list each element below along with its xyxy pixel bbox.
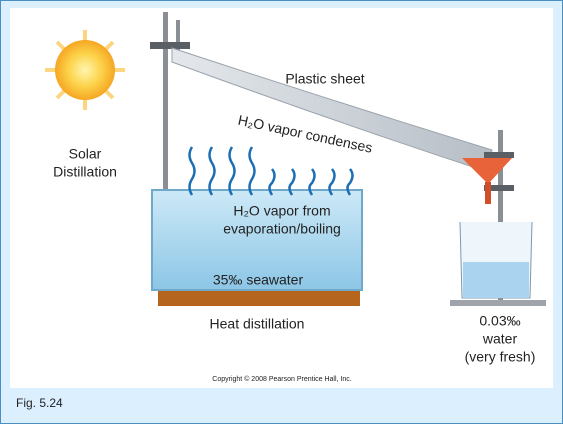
label: Heat distillation <box>210 316 305 332</box>
label: water <box>482 331 518 347</box>
funnel-stem <box>485 182 491 204</box>
label: evaporation/boiling <box>223 221 341 237</box>
label: 0.03‰ <box>479 313 520 329</box>
copyright: Copyright © 2008 Pearson Prentice Hall, … <box>212 375 351 383</box>
caption: Fig. 5.24 <box>16 396 63 410</box>
label: Distillation <box>53 164 117 180</box>
label: Solar <box>69 146 102 162</box>
stand-base <box>450 300 546 306</box>
figure-panel: Solar Distillation Plastic sheet H₂O vap… <box>0 0 563 424</box>
sun <box>45 30 125 110</box>
label: (very fresh) <box>465 349 536 365</box>
heater <box>158 290 360 306</box>
clamp <box>484 152 514 158</box>
fresh-water <box>463 262 529 298</box>
label: H₂O vapor from <box>233 203 330 219</box>
label: 35‰ seawater <box>213 272 304 288</box>
label: Plastic sheet <box>285 71 364 87</box>
clamp <box>150 42 190 49</box>
